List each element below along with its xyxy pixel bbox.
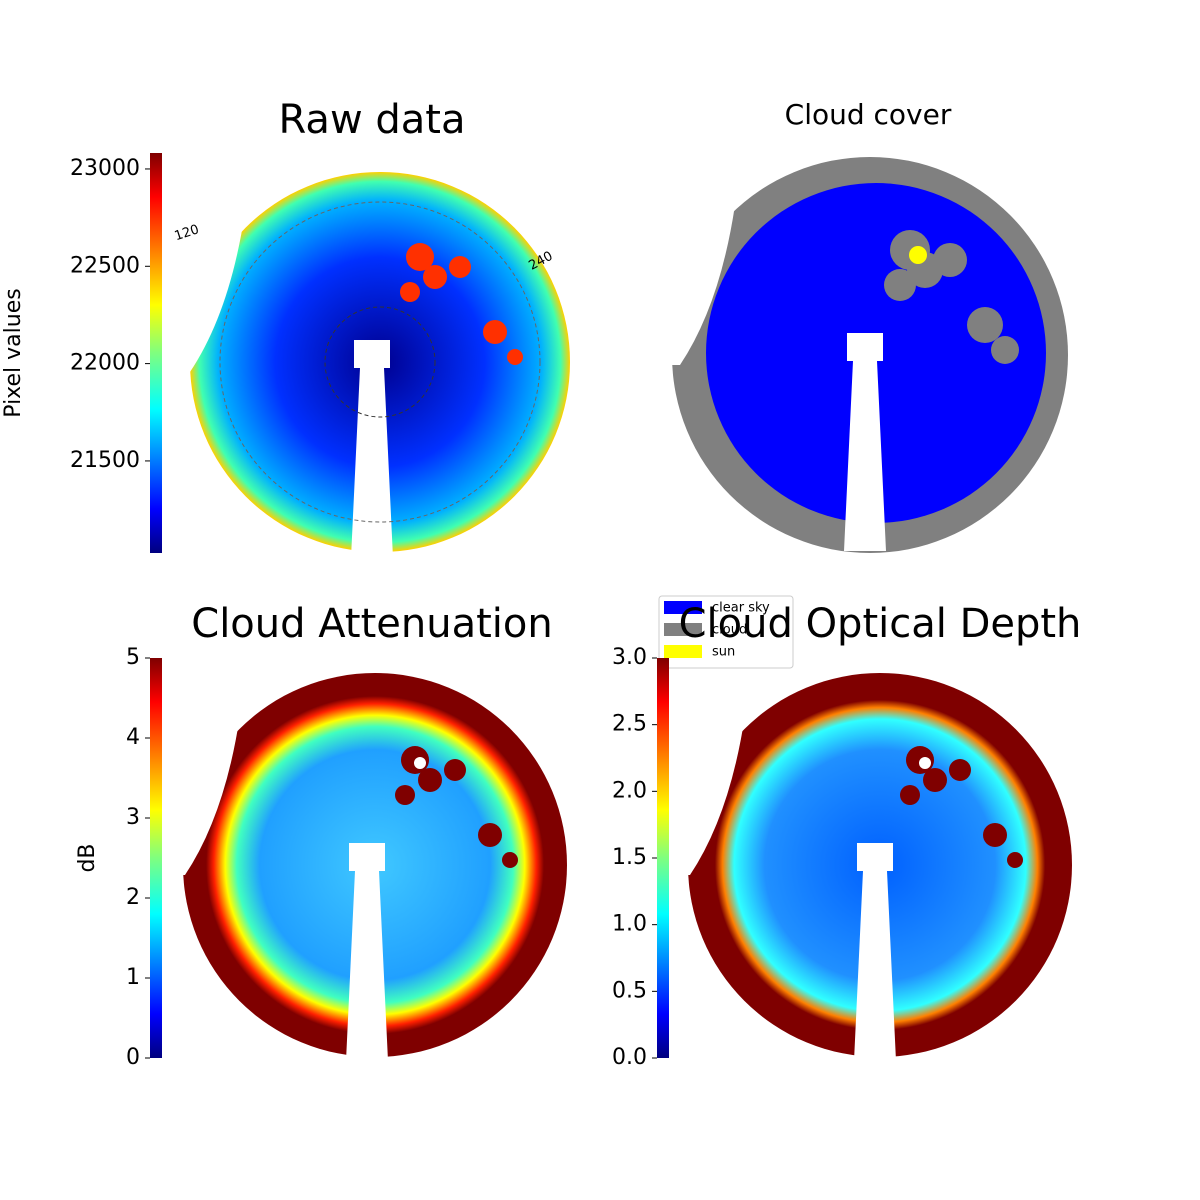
- sky-image: [667, 157, 1068, 553]
- left-mask: [667, 157, 735, 365]
- cloud-patch: [502, 852, 518, 868]
- colorbar: [150, 153, 162, 553]
- colorbar-tick-label: 21500: [70, 448, 140, 473]
- cloud-patch: [923, 768, 947, 792]
- sky-image: [683, 673, 1072, 1061]
- legend-label: clear sky: [712, 601, 770, 616]
- colorbar-label: Pixel values: [1, 288, 26, 417]
- cloud-patch: [418, 768, 442, 792]
- colorbar-tick-label: 1.5: [612, 845, 647, 870]
- cloud-patch: [478, 823, 502, 847]
- cloud-patch: [423, 265, 447, 289]
- sun-mask: [414, 757, 426, 769]
- colorbar: [657, 658, 669, 1058]
- panel-title: Cloud cover: [785, 98, 952, 131]
- colorbar-tick-label: 2.0: [612, 778, 647, 803]
- cloud-patch: [884, 269, 916, 301]
- legend-swatch: [664, 601, 702, 614]
- cloud-patch: [395, 785, 415, 805]
- sky-image: [185, 172, 570, 558]
- panel-title: Cloud Attenuation: [191, 601, 552, 647]
- colorbar-tick-label: 2.5: [612, 712, 647, 737]
- colorbar-tick-label: 0.5: [612, 978, 647, 1003]
- cloud-patch: [967, 307, 1003, 343]
- legend-swatch: [664, 623, 702, 636]
- colorbar-tick-label: 3.0: [612, 645, 647, 670]
- colorbar-label: dB: [75, 843, 100, 872]
- cloud-patch: [933, 243, 967, 277]
- cloud-patch: [949, 759, 971, 781]
- polar-ring: [219, 201, 541, 523]
- colorbar-tick-label: 1.0: [612, 912, 647, 937]
- left-mask: [683, 673, 745, 875]
- mast-mask: [346, 843, 388, 1061]
- sun: [909, 246, 927, 264]
- cloud-patch: [483, 320, 507, 344]
- mast-mask: [351, 340, 393, 558]
- polar-label: 120: [173, 222, 201, 244]
- left-mask: [178, 673, 240, 875]
- colorbar-tick-label: 22000: [70, 351, 140, 376]
- colorbar-tick-label: 4: [126, 725, 140, 750]
- mast-mask: [854, 843, 896, 1061]
- mast-mask: [844, 333, 886, 551]
- sun-mask: [919, 757, 931, 769]
- colorbar-tick-label: 22500: [70, 253, 140, 278]
- left-mask: [185, 172, 245, 372]
- legend-label: sun: [712, 645, 735, 660]
- cloud-patch: [406, 243, 434, 271]
- polar-ring: [324, 306, 436, 418]
- colorbar: [150, 658, 162, 1058]
- colorbar-tick-label: 5: [126, 645, 140, 670]
- cloud-patch: [983, 823, 1007, 847]
- legend-label: cloud: [712, 623, 747, 638]
- cloud-patch: [400, 282, 420, 302]
- panel-title: Raw data: [279, 97, 466, 143]
- cloud-patch: [444, 759, 466, 781]
- cloud-patch: [1007, 852, 1023, 868]
- cloud-patch: [449, 256, 471, 278]
- cloud-patch: [507, 349, 523, 365]
- colorbar-tick-label: 2: [126, 885, 140, 910]
- cloud-patch: [991, 336, 1019, 364]
- colorbar-tick-label: 3: [126, 805, 140, 830]
- colorbar-tick-label: 0: [126, 1045, 140, 1070]
- legend-swatch: [664, 645, 702, 658]
- colorbar-tick-label: 23000: [70, 156, 140, 181]
- colorbar-tick-label: 0.0: [612, 1045, 647, 1070]
- colorbar-tick-label: 1: [126, 965, 140, 990]
- sky-image: [178, 673, 567, 1061]
- cloud-patch: [900, 785, 920, 805]
- panel-title: Cloud Optical Depth: [679, 601, 1082, 647]
